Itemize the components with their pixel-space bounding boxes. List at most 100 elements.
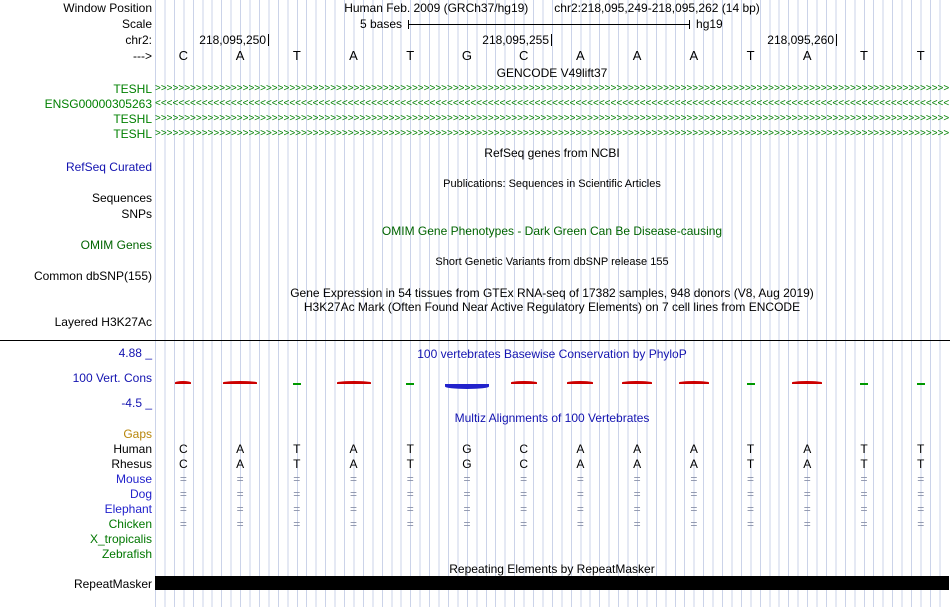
repeatmasker-label[interactable]: RepeatMasker (73, 577, 152, 591)
species-label[interactable]: Rhesus (111, 457, 152, 471)
base-cell: = (917, 502, 925, 516)
gaps-label-row[interactable]: Gaps (0, 427, 950, 442)
multiz-title[interactable]: Multiz Alignments of 100 Vertebrates (454, 411, 650, 425)
repeatmasker-element-bar[interactable] (155, 576, 949, 590)
refseq-curated-label[interactable]: RefSeq Curated (65, 160, 152, 174)
species-label[interactable]: Mouse (115, 472, 152, 486)
h3k27ac-label-row[interactable]: Layered H3K27Ac (0, 315, 950, 330)
gencode-transcript-label[interactable]: TESHL (113, 82, 152, 96)
snps-label[interactable]: SNPs (121, 207, 152, 221)
gencode-track-row[interactable]: TESHL >>>>>>>>>>>>>>>>>>>>>>>>>>>>>>>>>>>… (0, 112, 950, 127)
species-label[interactable]: Zebrafish (101, 547, 152, 561)
refseq-label-row[interactable]: RefSeq Curated (0, 160, 950, 175)
phylop-mark (406, 383, 415, 385)
base-cell: T (917, 442, 925, 456)
multiz-row-x_tropicalis[interactable]: X_tropicalis (0, 532, 950, 547)
gtex-title-row[interactable]: Gene Expression in 54 tissues from GTEx … (0, 286, 950, 301)
refseq-title[interactable]: RefSeq genes from NCBI (484, 146, 620, 160)
gencode-title-row[interactable]: GENCODE V49lift37 (0, 66, 950, 81)
gencode-transcript-label[interactable]: ENSG00000305263 (44, 97, 152, 111)
gencode-title[interactable]: GENCODE V49lift37 (496, 66, 608, 80)
base-cell: C (178, 48, 189, 63)
transcript-arrows-right[interactable]: >>>>>>>>>>>>>>>>>>>>>>>>>>>>>>>>>>>>>>>>… (155, 83, 949, 94)
sequences-label[interactable]: Sequences (91, 191, 152, 205)
multiz-row-chicken[interactable]: Chicken = = = = = = = = = = = = = = (0, 517, 950, 532)
multiz-row-zebrafish[interactable]: Zebrafish (0, 547, 950, 562)
base-cell: = (179, 487, 187, 501)
base-cell: A (349, 457, 358, 471)
window-position-label: Window Position (63, 1, 152, 15)
omim-label-row[interactable]: OMIM Genes (0, 238, 950, 253)
separator-line (0, 340, 950, 341)
phylop-min-label: -4.5 _ (121, 396, 152, 410)
dbsnp-title[interactable]: Short Genetic Variants from dbSNP releas… (435, 256, 669, 268)
publications-title[interactable]: Publications: Sequences in Scientific Ar… (443, 178, 661, 190)
alignment-cells: = = = = = = = = = = = = = = (155, 502, 949, 516)
omim-title-row[interactable]: OMIM Gene Phenotypes - Dark Green Can Be… (0, 224, 950, 239)
base-cell: T (860, 442, 868, 456)
h3k27ac-title[interactable]: H3K27Ac Mark (Often Found Near Active Re… (303, 300, 801, 314)
species-label[interactable]: Elephant (104, 502, 152, 516)
gencode-track-row[interactable]: TESHL >>>>>>>>>>>>>>>>>>>>>>>>>>>>>>>>>>>… (0, 127, 950, 142)
phylop-track-label[interactable]: 100 Vert. Cons (72, 371, 152, 385)
base-cell: = (350, 517, 358, 531)
multiz-row-human[interactable]: Human C A T A T G C A A A T A T T (0, 442, 950, 457)
gencode-transcript-label[interactable]: TESHL (113, 112, 152, 126)
transcript-arrows-right[interactable]: >>>>>>>>>>>>>>>>>>>>>>>>>>>>>>>>>>>>>>>>… (155, 113, 949, 124)
omim-title[interactable]: OMIM Gene Phenotypes - Dark Green Can Be… (381, 224, 723, 238)
omim-genes-label[interactable]: OMIM Genes (80, 238, 152, 252)
multiz-row-elephant[interactable]: Elephant = = = = = = = = = = = = = = (0, 502, 950, 517)
dbsnp-title-row[interactable]: Short Genetic Variants from dbSNP releas… (0, 255, 950, 270)
repeatmasker-title-row[interactable]: Repeating Elements by RepeatMasker (0, 562, 950, 577)
ruler-coordinate: 218,095,255 (482, 33, 549, 47)
common-dbsnp-label[interactable]: Common dbSNP(155) (33, 269, 152, 283)
phylop-mark (622, 381, 653, 384)
assembly-short: hg19 (696, 17, 723, 31)
refseq-title-row[interactable]: RefSeq genes from NCBI (0, 146, 950, 161)
species-label[interactable]: Human (113, 442, 152, 456)
phylop-mark (678, 381, 709, 384)
gtex-title[interactable]: Gene Expression in 54 tissues from GTEx … (290, 286, 814, 300)
phylop-mark (792, 381, 823, 384)
base-cell: = (350, 487, 358, 501)
base-cell: = (520, 472, 528, 486)
repeatmasker-label-row[interactable]: RepeatMasker (0, 577, 950, 592)
base-cell: G (462, 442, 472, 456)
transcript-arrows-right[interactable]: >>>>>>>>>>>>>>>>>>>>>>>>>>>>>>>>>>>>>>>>… (155, 128, 949, 139)
species-label[interactable]: Chicken (108, 517, 152, 531)
phylop-label-row[interactable]: 100 Vert. Cons (0, 371, 950, 386)
alignment-cells: = = = = = = = = = = = = = = (155, 487, 949, 501)
repeatmasker-title[interactable]: Repeating Elements by RepeatMasker (449, 562, 655, 576)
multiz-row-dog[interactable]: Dog = = = = = = = = = = = = = = (0, 487, 950, 502)
base-cell: A (349, 48, 358, 63)
dbsnp-label-row[interactable]: Common dbSNP(155) (0, 269, 950, 284)
multiz-row-rhesus[interactable]: Rhesus C A T A T G C A A A T A T T (0, 457, 950, 472)
gencode-track-row[interactable]: TESHL >>>>>>>>>>>>>>>>>>>>>>>>>>>>>>>>>>>… (0, 82, 950, 97)
phylop-title[interactable]: 100 vertebrates Basewise Conservation by… (417, 347, 687, 361)
sequences-label-row[interactable]: Sequences (0, 191, 950, 206)
base-ruler-row: ---> C A T A T G C A A A T A T T (0, 49, 950, 65)
base-cell: C (519, 457, 528, 471)
multiz-row-mouse[interactable]: Mouse = = = = = = = = = = = = = = (0, 472, 950, 487)
gencode-track-row[interactable]: ENSG00000305263 <<<<<<<<<<<<<<<<<<<<<<<<<… (0, 97, 950, 112)
base-cell: = (917, 517, 925, 531)
base-cell: = (917, 472, 925, 486)
species-label[interactable]: X_tropicalis (89, 532, 152, 546)
phylop-wiggle-plot[interactable] (155, 0, 949, 607)
species-label[interactable]: Dog (129, 487, 152, 501)
transcript-arrows-left[interactable]: <<<<<<<<<<<<<<<<<<<<<<<<<<<<<<<<<<<<<<<<… (155, 98, 949, 109)
phylop-mark (175, 381, 192, 384)
base-cell: = (690, 502, 698, 516)
h3k27ac-title-row[interactable]: H3K27Ac Mark (Often Found Near Active Re… (0, 300, 950, 315)
base-cell: = (747, 472, 755, 486)
gaps-label[interactable]: Gaps (123, 427, 152, 441)
multiz-title-row[interactable]: Multiz Alignments of 100 Vertebrates (0, 411, 950, 426)
publications-title-row[interactable]: Publications: Sequences in Scientific Ar… (0, 177, 950, 192)
base-cell: T (860, 48, 868, 63)
gencode-transcript-label[interactable]: TESHL (113, 127, 152, 141)
layered-h3k27ac-label[interactable]: Layered H3K27Ac (54, 315, 152, 329)
snps-label-row[interactable]: SNPs (0, 207, 950, 222)
